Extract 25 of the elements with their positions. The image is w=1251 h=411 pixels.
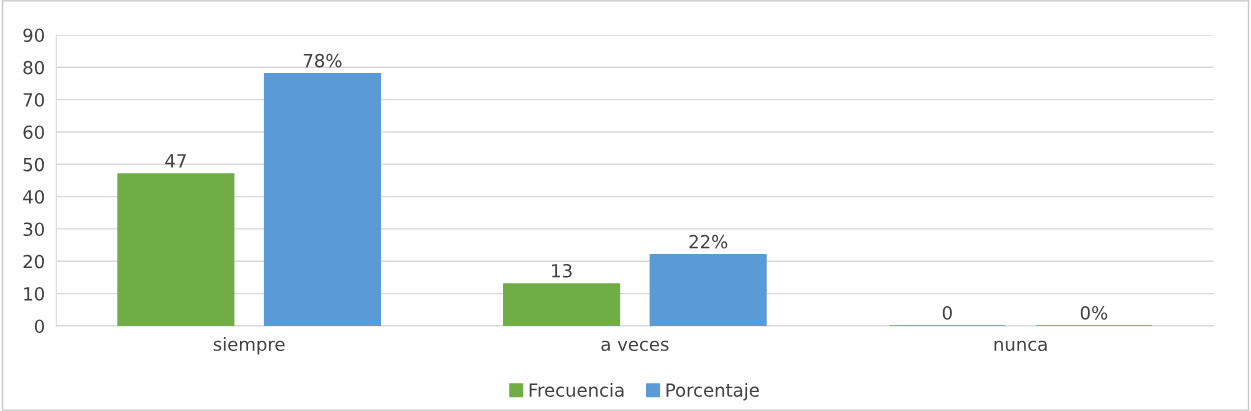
y-tick-label: 80 <box>23 60 44 75</box>
x-tick-label: siempre <box>213 337 285 355</box>
data-label: 47 <box>165 154 186 168</box>
y-tick-label: 10 <box>24 287 44 301</box>
data-label: 22% <box>689 234 728 249</box>
bar <box>503 283 621 326</box>
data-label: 78% <box>303 53 342 68</box>
data-label: 0 <box>942 305 952 320</box>
x-tick-label: a veces <box>601 340 669 352</box>
legend-label: Frecuencia <box>529 382 624 397</box>
y-tick-label: 40 <box>23 190 44 204</box>
y-tick-label: 90 <box>23 28 44 43</box>
data-label: 0% <box>1080 305 1108 320</box>
data-label: 13 <box>552 263 572 278</box>
y-tick-label: 30 <box>23 222 44 237</box>
bar <box>649 254 767 326</box>
y-tick-label: 0 <box>34 319 44 334</box>
bar <box>117 173 235 326</box>
x-tick-label: nunca <box>994 340 1047 352</box>
y-tick-label: 70 <box>23 93 44 107</box>
y-tick-label: 20 <box>23 254 44 269</box>
bar <box>263 73 381 326</box>
y-tick-label: 50 <box>23 157 44 172</box>
legend-label: Porcentaje <box>666 382 759 401</box>
y-tick-label: 60 <box>23 125 44 140</box>
